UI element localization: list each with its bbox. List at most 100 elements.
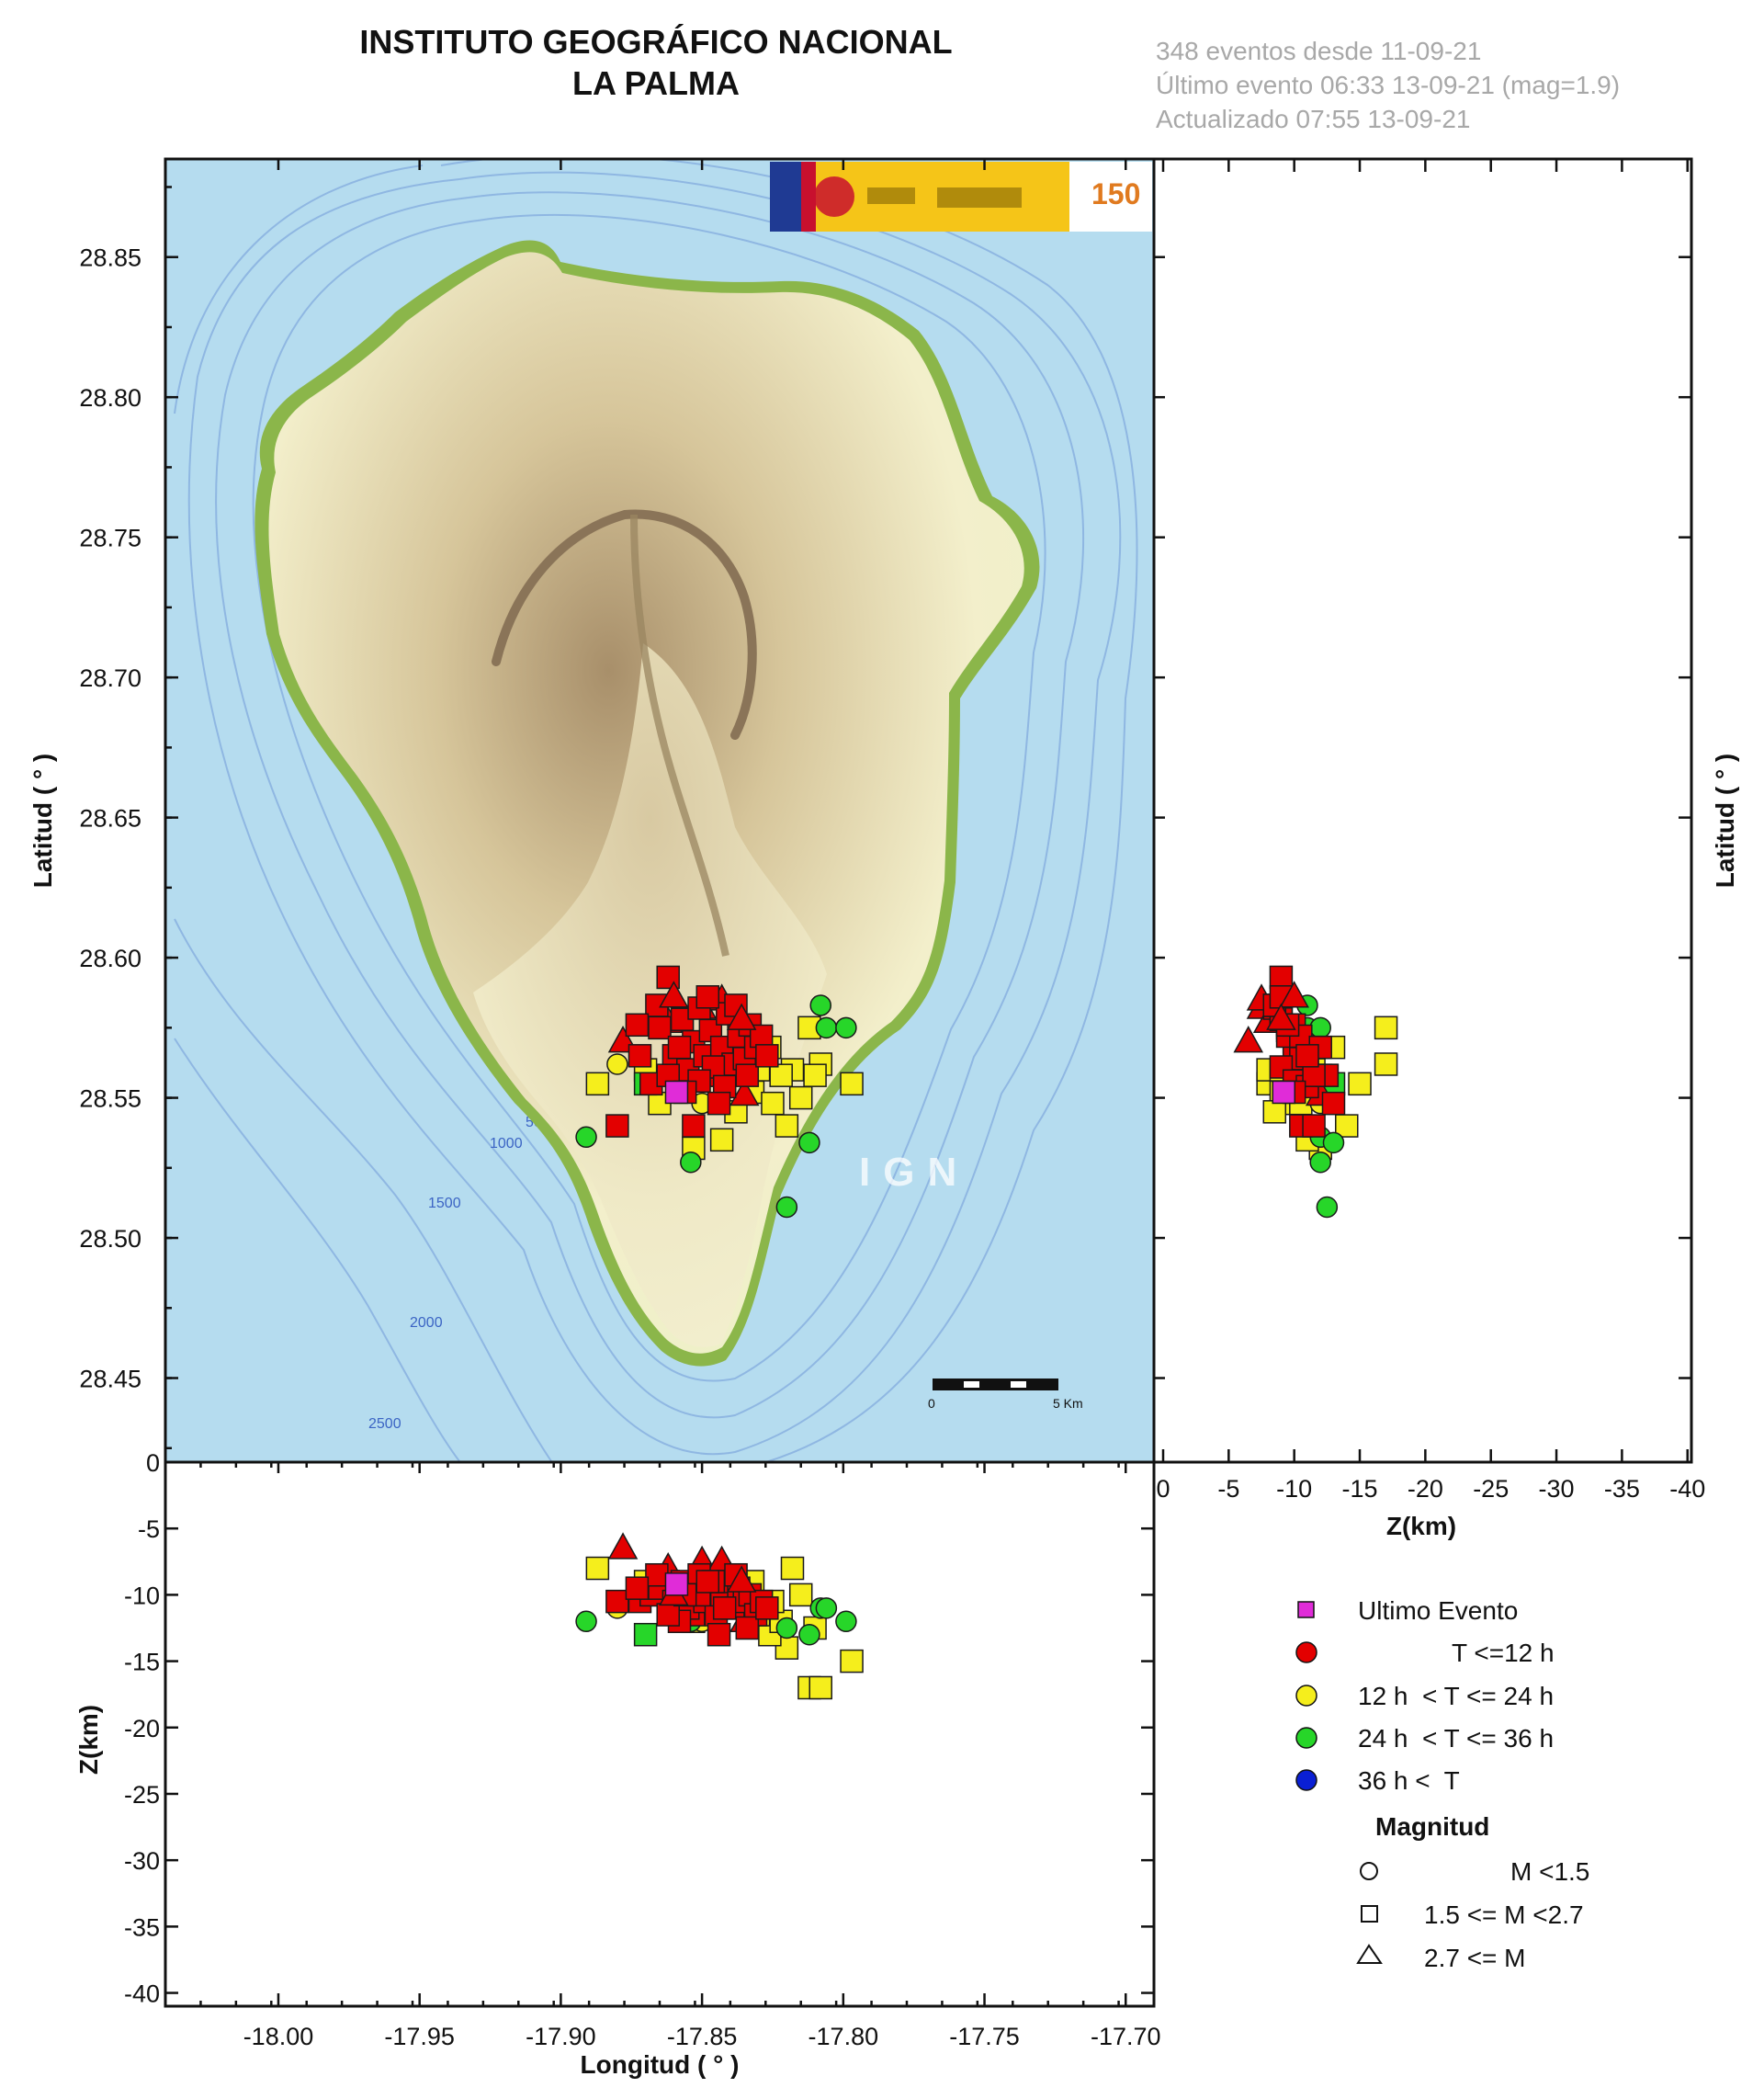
legend-h12-24-marker: [1295, 1685, 1317, 1707]
lon-tick-label: -17.80: [808, 2023, 879, 2050]
bathymetry-contour: [215, 191, 1085, 1419]
map-event-marker: [735, 1063, 760, 1087]
depth-lat-event-marker: [1269, 965, 1294, 990]
z-tick-label: -20: [1408, 1475, 1443, 1503]
axis-ticks: 28.45 28.50 28.55 28.60 28.65 28.70 28.75 28.80…: [79, 159, 1705, 2050]
bathymetry-contour: [187, 171, 1122, 1455]
right-x-axis-label: Z(km): [1386, 1512, 1456, 1540]
depth-lon-event-marker: [726, 1565, 757, 1593]
depth-tick-label: -40: [124, 1980, 160, 2008]
map-event-marker: [585, 1072, 610, 1096]
logo-text-block: [867, 187, 915, 204]
depth-tick-label: 0: [146, 1449, 160, 1477]
map-event-marker: [749, 1024, 774, 1049]
map-event-marker: [835, 1016, 857, 1039]
depth-lat-event-marker: [1295, 1044, 1319, 1068]
depth-lon-event-marker: [840, 1649, 864, 1674]
depth-lat-event-marker: [1233, 1026, 1264, 1053]
map-event-marker: [659, 981, 689, 1008]
bathymetry-contour: [174, 918, 552, 1462]
legend-lt12-label: T <=12 h: [1452, 1639, 1555, 1667]
depth-latitude-frame: [1152, 157, 1693, 1464]
depth-tick-label: -35: [124, 1913, 160, 1941]
depth-lat-event-marker: [1262, 1100, 1287, 1124]
depth-longitude-markers: [575, 1532, 864, 1700]
title-line-2: LA PALMA: [572, 64, 740, 102]
ign-watermark: IGN: [859, 1150, 969, 1195]
depth-tick-label: -30: [124, 1847, 160, 1875]
depth-lon-event-marker: [607, 1532, 639, 1560]
z-tick-label: -15: [1342, 1475, 1378, 1503]
depth-lon-event-marker: [695, 1570, 720, 1594]
depth-lon-event-marker: [755, 1596, 779, 1620]
map-panel: 200 500 1000 1500 2000 2500 IGN 150: [165, 159, 1154, 1462]
legend-lt12-marker: [1295, 1641, 1317, 1663]
map-event-marker: [840, 1072, 864, 1096]
bathymetry-contour: [252, 213, 1046, 1382]
coat-of-arms-icon: [814, 176, 854, 217]
depth-lon-event-marker: [585, 1556, 610, 1581]
scale-bar-end: 5 Km: [1053, 1396, 1083, 1411]
depth-lat-event-marker: [1374, 1052, 1398, 1076]
scale-bar-segment: [1011, 1381, 1026, 1388]
depth-lon-event-marker: [645, 1562, 669, 1587]
depth-lon-event-marker: [575, 1610, 597, 1633]
legend-mag-high-label: 2.7 <= M: [1424, 1944, 1526, 1972]
depth-longitude-frame: [164, 1460, 1156, 2008]
lat-tick-label: 28.85: [79, 244, 141, 272]
map-event-marker: [729, 1078, 760, 1106]
lon-tick-label: -17.95: [384, 2023, 455, 2050]
depth-lon-event-marker: [664, 1572, 689, 1596]
map-event-marker: [775, 1196, 798, 1219]
bathymetry-contour: [174, 1038, 460, 1462]
title-line-1: INSTITUTO GEOGRÁFICO NACIONAL: [359, 23, 952, 61]
map-event-marker: [775, 1114, 799, 1138]
depth-lat-event-marker: [1279, 981, 1309, 1008]
eu-flag: [770, 162, 801, 232]
map-event-marker: [695, 985, 720, 1009]
depth-lon-event-marker: [605, 1589, 629, 1614]
map-event-markers: [575, 965, 864, 1219]
depth-tick-label: -10: [124, 1582, 160, 1609]
depth-lon-event-marker: [712, 1596, 737, 1620]
lat-tick-label: 28.55: [79, 1085, 141, 1113]
scale-bar-start: 0: [928, 1396, 935, 1411]
ridge-line: [630, 514, 729, 957]
bottom-x-axis-label: Longitud ( ° ): [581, 2050, 740, 2079]
lat-tick-label: 28.60: [79, 945, 141, 972]
depth-lat-event-marker: [1348, 1072, 1372, 1096]
legend-gt36-marker: [1295, 1769, 1317, 1791]
depth-lon-event-marker: [798, 1623, 820, 1646]
lon-tick-label: -17.70: [1091, 2023, 1161, 2050]
legend-gt36-label: 36 h < T: [1358, 1766, 1460, 1795]
lon-tick-label: -18.00: [243, 2023, 314, 2050]
logo-right: [1069, 162, 1152, 232]
map-event-marker: [701, 1055, 726, 1079]
map-event-marker: [667, 1035, 692, 1060]
z-tick-label: -5: [1217, 1475, 1239, 1503]
map-event-marker: [788, 1085, 813, 1110]
depth-lon-event-marker: [735, 1616, 760, 1640]
last-event-text: Último evento 06:33 13-09-21 (mag=1.9): [1156, 71, 1620, 99]
z-tick-label: -30: [1539, 1475, 1575, 1503]
z-tick-label: -25: [1473, 1475, 1509, 1503]
depth-lat-event-marker: [1266, 1003, 1296, 1030]
contour-label: 2000: [410, 1315, 443, 1331]
depth-lon-event-marker: [780, 1556, 805, 1581]
contour-label: 2500: [368, 1416, 401, 1432]
legend-mag-circle-icon: [1360, 1862, 1378, 1880]
depth-lon-event-marker: [656, 1603, 680, 1627]
depth-lat-event-marker: [1321, 1091, 1346, 1116]
bathymetry-contour: [174, 165, 424, 414]
map-event-marker: [664, 1080, 689, 1105]
map-event-marker: [815, 1016, 838, 1039]
legend-h24-36-marker: [1295, 1727, 1317, 1749]
map-event-marker: [682, 1114, 706, 1138]
map-event-marker: [803, 1063, 827, 1087]
updated-text: Actualizado 07:55 13-09-21: [1156, 105, 1470, 133]
depth-lon-event-marker: [625, 1576, 650, 1600]
z-tick-label: -35: [1604, 1475, 1640, 1503]
lat-tick-label: 28.65: [79, 805, 141, 833]
depth-lon-event-marker: [707, 1622, 731, 1647]
